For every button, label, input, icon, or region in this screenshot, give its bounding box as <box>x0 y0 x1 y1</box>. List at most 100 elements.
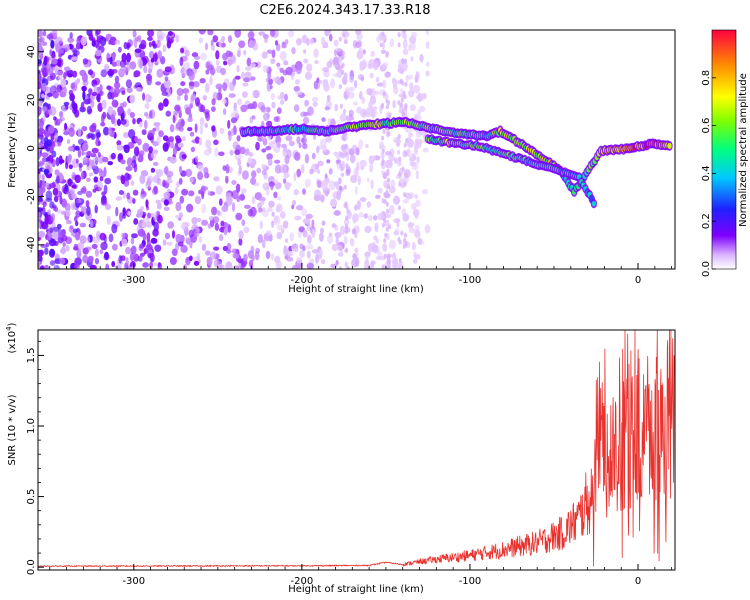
spectrogram-noise-blob <box>179 195 185 204</box>
spectrogram-noise-blob <box>125 246 132 255</box>
spectrogram-noise-blob <box>355 169 359 178</box>
spectrogram-noise-blob <box>279 211 286 219</box>
spectrogram-noise-blob <box>407 74 414 80</box>
spectrogram-noise-blob <box>77 127 82 138</box>
spectrogram-noise-blob <box>245 66 252 71</box>
spectrogram-noise-blob <box>111 99 119 108</box>
spectrogram-noise-blob <box>387 177 391 183</box>
spectrogram-noise-blob <box>333 56 339 66</box>
spectrogram-noise-blob <box>376 35 382 43</box>
spectrogram-noise-blob <box>152 175 160 184</box>
spectrogram-noise-blob <box>63 44 71 52</box>
spectrogram-noise-blob <box>118 255 122 264</box>
spectrogram-noise-blob <box>251 170 257 178</box>
spectrogram-noise-blob <box>130 266 134 269</box>
spectrogram-noise-blob <box>414 139 422 149</box>
spectrogram-noise-blob <box>204 123 208 128</box>
spectrogram-noise-blob <box>295 37 302 46</box>
spectrogram-noise-blob <box>267 158 273 167</box>
spectrogram-noise-blob <box>72 49 80 56</box>
spectrogram-noise-blob <box>227 224 232 233</box>
spectrogram-noise-blob <box>126 52 131 63</box>
spectrogram-noise-blob <box>163 79 171 89</box>
spectrogram-noise-blob <box>247 103 255 110</box>
spectrogram-noise-blob <box>38 72 42 83</box>
spectrogram-noise-blob <box>234 264 238 269</box>
spectrogram-noise-blob <box>368 100 373 111</box>
spectrogram-noise-blob <box>199 117 205 126</box>
spectrogram-noise-blob <box>243 226 250 234</box>
spectrogram-noise-blob <box>296 168 302 178</box>
spectrogram-noise-blob <box>385 104 389 110</box>
spectrogram-noise-blob <box>46 235 52 241</box>
spectrogram-x-tick-label: 0 <box>635 275 641 286</box>
spectrogram-noise-blob <box>375 194 381 199</box>
spectrogram-noise-blob <box>357 175 361 186</box>
spectrogram-noise-blob <box>197 217 202 223</box>
spectrogram-noise-blob <box>157 50 162 60</box>
spectrogram-noise-blob <box>232 253 239 259</box>
spectrogram-noise-blob <box>221 52 228 61</box>
spectrogram-noise-blob <box>156 135 161 145</box>
spectrogram-noise-blob <box>146 73 152 82</box>
spectrogram-noise-blob <box>279 91 285 100</box>
spectrogram-noise-blob <box>338 185 343 191</box>
snr-series-line <box>38 330 675 568</box>
spectrogram-noise-blob <box>360 76 364 82</box>
spectrogram-noise-blob <box>316 77 320 84</box>
spectrogram-noise-blob <box>399 102 403 108</box>
spectrogram-noise-blob <box>267 70 272 80</box>
spectrogram-noise-blob <box>277 196 282 201</box>
spectrogram-noise-blob <box>153 186 158 192</box>
spectrogram-noise-blob <box>261 163 267 170</box>
spectrogram-noise-blob <box>282 151 287 157</box>
spectrogram-frame <box>37 29 676 270</box>
spectrogram-noise-blob <box>38 230 45 238</box>
spectrogram-noise-blob <box>314 60 319 64</box>
spectrogram-noise-blob <box>345 115 349 121</box>
spectrogram-noise-blob <box>390 179 396 188</box>
spectrogram-noise-blob <box>82 254 89 264</box>
spectrogram-noise-blob <box>61 104 65 110</box>
spectrogram-noise-blob <box>414 114 419 122</box>
spectrogram-noise-blob <box>199 52 208 61</box>
spectrogram-noise-blob <box>195 97 200 106</box>
spectrogram-noise-blob <box>148 50 155 59</box>
spectrogram-noise-blob <box>207 30 214 36</box>
spectrogram-noise-blob <box>177 142 184 148</box>
spectrogram-noise-blob <box>354 186 358 195</box>
spectrogram-noise-blob <box>381 264 385 269</box>
spectrogram-noise-blob <box>409 41 416 51</box>
spectrogram-noise-blob <box>244 204 251 209</box>
spectrogram-noise-blob <box>60 78 66 88</box>
spectrogram-y-tick-label: 20 <box>26 94 37 107</box>
spectrogram-noise-blob <box>228 93 236 98</box>
spectrogram-noise-blob <box>344 229 348 235</box>
spectrogram-noise-blob <box>304 178 311 188</box>
spectrogram-noise-blob <box>214 222 220 231</box>
spectrogram-noise-blob <box>38 70 41 75</box>
spectrogram-noise-blob <box>137 228 146 237</box>
spectrogram-noise-blob <box>139 243 145 249</box>
spectrogram-noise-blob <box>121 232 126 239</box>
spectrogram-noise-blob <box>86 150 92 156</box>
spectrogram-noise-blob <box>263 112 270 121</box>
spectrogram-noise-blob <box>415 199 421 207</box>
spectrogram-noise-blob <box>91 147 99 154</box>
spectrogram-noise-blob <box>271 211 275 217</box>
spectrogram-noise-blob <box>417 237 423 245</box>
spectrogram-noise-blob <box>132 198 136 204</box>
spectrogram-noise-blob <box>169 156 177 164</box>
spectrogram-noise-blob <box>265 146 272 151</box>
spectrogram-noise-blob <box>169 140 174 149</box>
spectrogram-noise-blob <box>356 161 360 171</box>
spectrogram-noise-blob <box>42 201 47 208</box>
spectrogram-noise-blob <box>375 77 379 83</box>
spectrogram-noise-blob <box>416 155 420 164</box>
spectrogram-noise-blob <box>142 142 150 152</box>
spectrogram-noise-blob <box>387 113 392 119</box>
spectrogram-noise-blob <box>321 117 326 122</box>
spectrogram-noise-blob <box>419 53 424 63</box>
spectrogram-noise-blob <box>198 137 203 146</box>
spectrogram-noise-blob <box>385 201 389 207</box>
